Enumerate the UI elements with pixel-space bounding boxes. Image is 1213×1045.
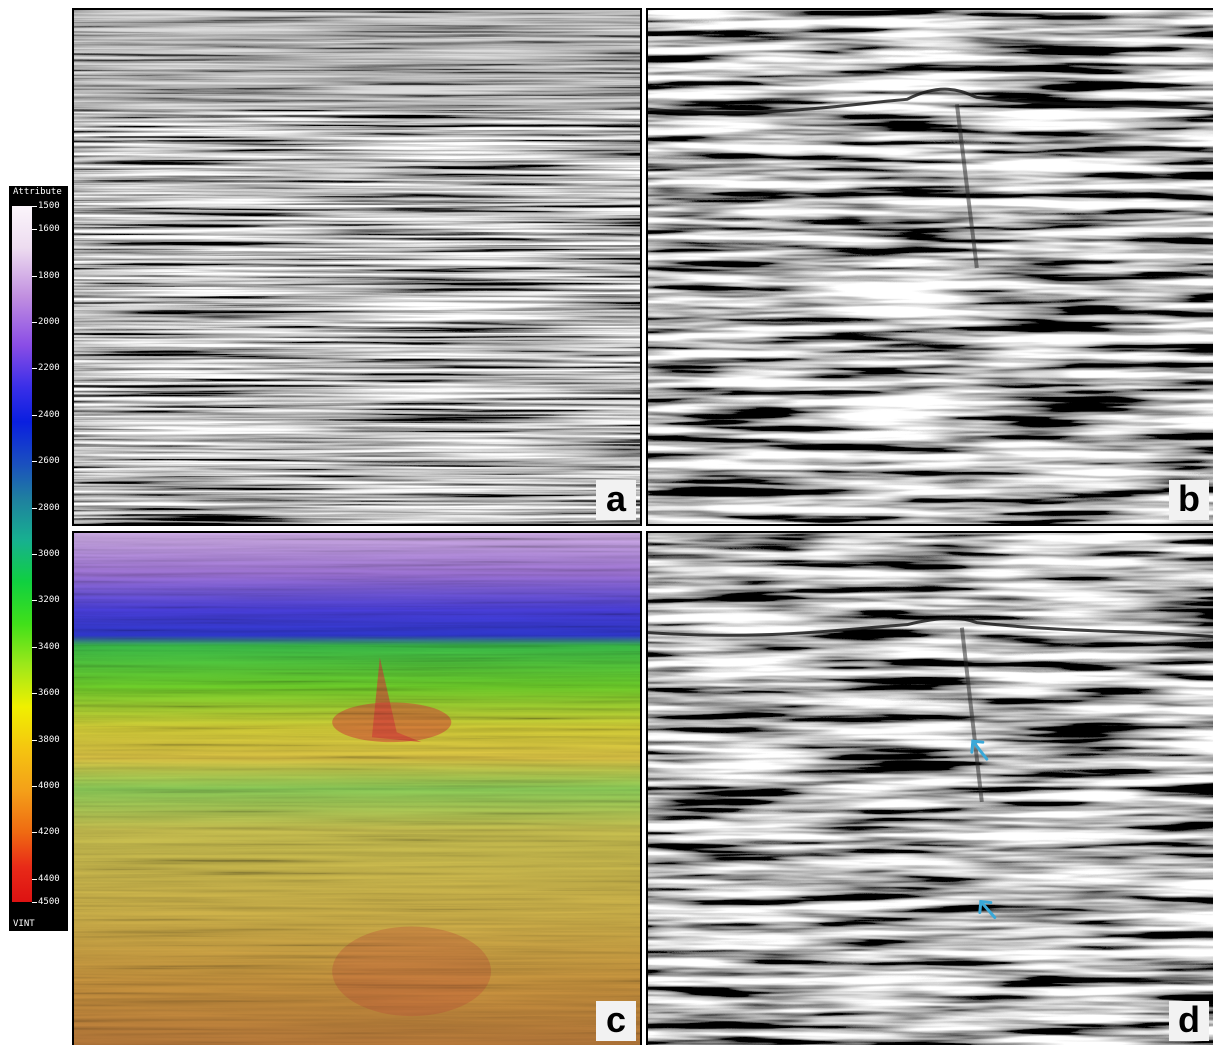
seismic-image-a — [74, 10, 640, 524]
colorbar-tick — [32, 322, 37, 323]
colorbar-tick — [32, 275, 37, 277]
seismic-image-b — [648, 10, 1213, 524]
colorbar-tick-label: 2200 — [38, 363, 60, 374]
velocity-colorbar: Attribute 1500 1600 1800 2000 2200 2400 2600 28… — [9, 186, 68, 931]
colorbar-tick-label: 4500 — [38, 897, 60, 907]
colorbar-tick-label: 1500 — [38, 201, 60, 211]
seismic-panel-b: b — [646, 8, 1213, 526]
colorbar-tick-label: 3400 — [38, 641, 60, 652]
colorbar-attribute-name: VINT — [13, 919, 35, 929]
velocity-overlay-panel-c: c — [72, 531, 642, 1045]
colorbar-tick — [32, 461, 37, 463]
velocity-overlay-image-c — [74, 533, 640, 1045]
colorbar-tick-label: 3800 — [38, 734, 60, 745]
colorbar-tick-label: 3600 — [38, 688, 60, 699]
colorbar-gradient — [12, 206, 32, 902]
panel-label-c: c — [596, 1001, 636, 1041]
annotation-arrows — [970, 739, 997, 919]
colorbar-tick — [32, 878, 37, 880]
colorbar-tick — [32, 646, 37, 648]
colorbar-tick — [32, 368, 37, 370]
colorbar-tick-label: 3000 — [38, 549, 60, 559]
panel-label-d: d — [1169, 1001, 1209, 1041]
colorbar-tick — [32, 414, 37, 416]
colorbar-tick-label: 3200 — [38, 595, 60, 606]
colorbar-tick — [32, 229, 37, 231]
colorbar-tick-label: 1600 — [38, 224, 60, 235]
arrow-lower-icon — [978, 899, 997, 919]
colorbar-title: Attribute — [13, 187, 62, 197]
colorbar-tick-label: 4400 — [38, 873, 60, 884]
colorbar-tick — [32, 600, 37, 602]
colorbar-tick — [32, 786, 37, 787]
colorbar-tick-label: 4000 — [38, 781, 60, 791]
panel-label-b: b — [1169, 480, 1209, 520]
seismic-panel-d: d — [646, 531, 1213, 1045]
colorbar-tick-label: 4200 — [38, 827, 60, 838]
arrow-upper-icon — [970, 739, 989, 761]
colorbar-tick-label: 2400 — [38, 409, 60, 420]
colorbar-tick-label: 2600 — [38, 456, 60, 467]
colorbar-tick — [32, 902, 37, 903]
seismic-panel-a: a — [72, 8, 642, 526]
colorbar-tick-label: 2000 — [38, 317, 60, 327]
colorbar-tick — [32, 832, 37, 834]
panel-label-a: a — [596, 480, 636, 520]
seismic-image-d — [648, 533, 1213, 1045]
colorbar-tick — [32, 554, 37, 555]
colorbar-tick-label: 1800 — [38, 270, 60, 281]
colorbar-tick — [32, 206, 37, 207]
colorbar-tick — [32, 739, 37, 741]
colorbar-tick — [32, 693, 37, 695]
colorbar-tick-label: 2800 — [38, 502, 60, 513]
colorbar-tick — [32, 507, 37, 509]
